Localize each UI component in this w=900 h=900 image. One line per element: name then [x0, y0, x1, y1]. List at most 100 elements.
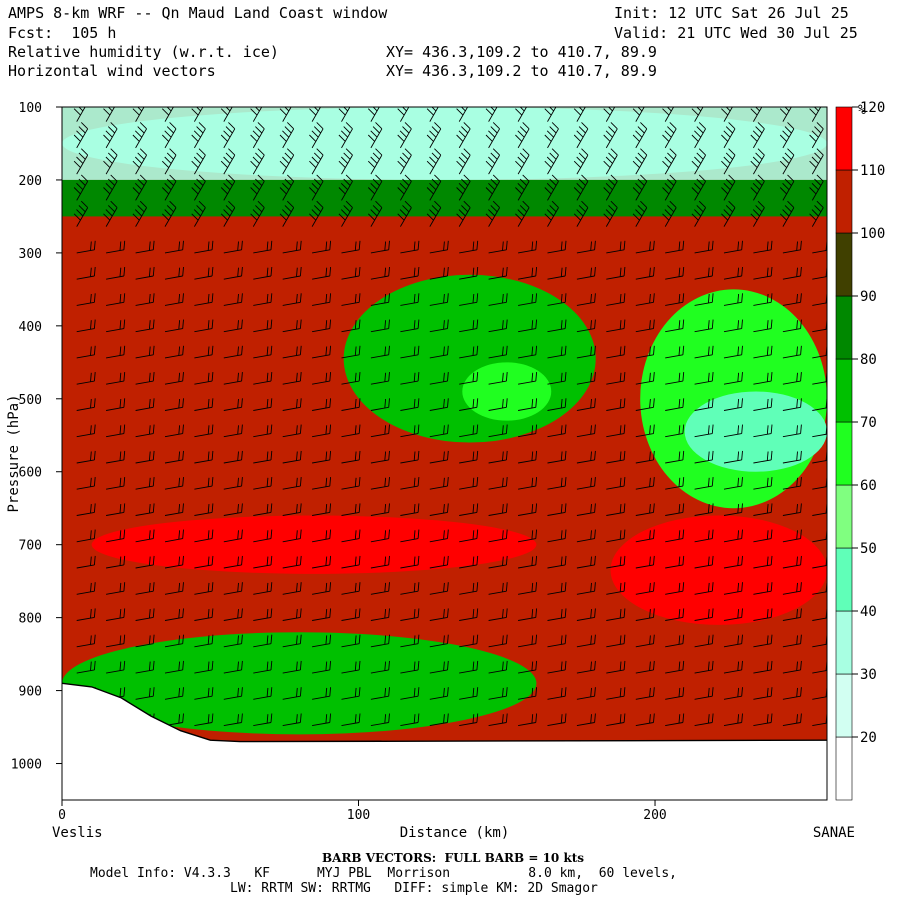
wind-barb — [456, 148, 471, 175]
wind-barb — [547, 398, 567, 411]
wind-barb — [753, 398, 773, 411]
wind-barb — [753, 293, 773, 306]
wind-barb — [400, 424, 420, 438]
wind-barb — [547, 266, 567, 280]
wind-barb — [606, 398, 626, 411]
wind-barb — [253, 424, 273, 438]
wind-barb — [191, 174, 206, 201]
wind-barb — [400, 319, 420, 333]
wind-barb — [488, 529, 508, 543]
wind-barb — [665, 477, 685, 490]
wind-barb — [429, 582, 449, 595]
wind-barb — [635, 398, 655, 411]
wind-barb — [515, 200, 530, 227]
wind-barb — [576, 398, 596, 411]
wind-barb — [753, 713, 773, 727]
wind-barb — [341, 266, 361, 280]
wind-barb — [750, 200, 765, 227]
wind-barb — [135, 634, 155, 648]
wind-barb — [691, 174, 706, 201]
wind-barb — [426, 148, 442, 175]
wind-barb — [106, 634, 126, 648]
wind-barb — [194, 450, 214, 464]
wind-barb — [782, 477, 802, 490]
wind-barb — [665, 450, 685, 464]
wind-barb — [426, 200, 442, 227]
wind-barb — [459, 555, 479, 569]
wind-barb — [76, 398, 96, 411]
wind-barb — [164, 345, 184, 359]
wind-barb — [76, 424, 96, 438]
wind-barb — [429, 450, 449, 464]
wind-barb — [518, 503, 538, 516]
wind-barb — [515, 107, 528, 122]
wind-barb — [106, 398, 126, 411]
wind-barb — [547, 634, 567, 648]
wind-barb — [132, 122, 147, 149]
wind-barb — [400, 293, 420, 306]
wind-barb — [194, 319, 214, 333]
wind-barb — [694, 555, 714, 569]
wind-barb — [576, 634, 596, 648]
wind-barb — [576, 582, 596, 595]
wind-barb — [459, 608, 479, 621]
wind-barb — [665, 660, 685, 674]
wind-barb — [635, 660, 655, 674]
wind-barb — [370, 713, 390, 727]
wind-barb — [750, 107, 763, 122]
wind-barb — [341, 240, 361, 254]
wind-barb — [606, 450, 626, 464]
wind-barb — [312, 266, 332, 280]
wind-barb — [573, 148, 589, 175]
wind-barb — [518, 660, 538, 674]
wind-barb — [429, 529, 449, 543]
wind-barb — [253, 266, 273, 280]
wind-barb — [429, 503, 449, 516]
wind-barb — [691, 200, 706, 227]
wind-barb — [518, 634, 538, 648]
wind-barb — [282, 450, 302, 464]
wind-barb — [253, 450, 273, 464]
wind-barb — [547, 345, 567, 359]
wind-barb — [573, 122, 589, 149]
wind-barb — [459, 660, 479, 674]
colorbar-swatch — [835, 547, 853, 612]
wind-barb — [606, 372, 626, 385]
wind-barb — [518, 529, 538, 543]
wind-barb — [370, 582, 390, 595]
wind-barb — [459, 713, 479, 727]
colorbar-label: 70 — [860, 415, 877, 431]
wind-barb — [576, 608, 596, 621]
wind-barb — [485, 200, 500, 227]
wind-barb — [779, 148, 795, 175]
wind-barb — [282, 424, 302, 438]
wind-barb — [164, 582, 184, 595]
wind-barb — [338, 200, 353, 227]
wind-barb — [576, 503, 596, 516]
wind-barb — [694, 424, 714, 438]
wind-barb — [809, 174, 824, 201]
wind-barb — [309, 148, 324, 175]
wind-barb — [164, 660, 184, 674]
y-axis-label: Pressure (hPa) — [6, 394, 22, 512]
wind-barb — [191, 200, 206, 227]
wind-barb — [312, 345, 332, 359]
wind-barb — [635, 477, 655, 490]
wind-barb — [103, 148, 118, 175]
wind-barb — [338, 148, 353, 175]
colorbar-label: 110 — [860, 163, 885, 179]
wind-barb — [429, 398, 449, 411]
wind-barb — [253, 634, 273, 648]
wind-barb — [135, 477, 155, 490]
wind-barb — [782, 660, 802, 674]
terrain-line — [62, 682, 827, 743]
wind-barb — [606, 319, 626, 333]
wind-barb — [573, 200, 589, 227]
wind-barb — [665, 713, 685, 727]
wind-barb — [723, 319, 743, 333]
wind-barb — [370, 634, 390, 648]
wind-barb — [338, 174, 353, 201]
wind-barb — [606, 240, 626, 254]
wind-barb — [635, 582, 655, 595]
colorbar-swatch — [835, 106, 853, 171]
